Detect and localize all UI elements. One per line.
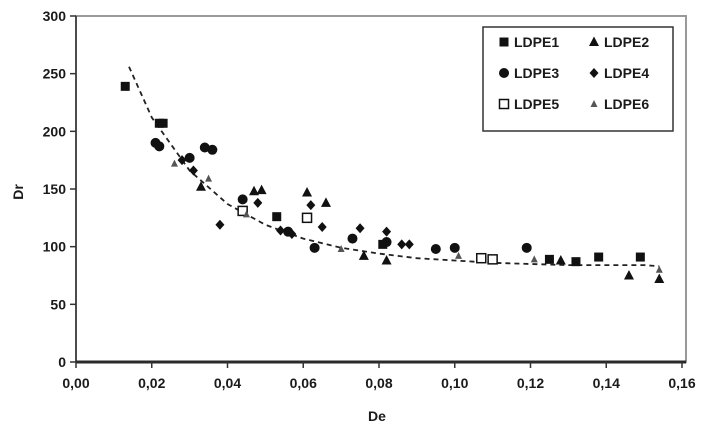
x-tick-label: 0,12 <box>517 375 544 391</box>
legend-label-ldpe6: LDPE6 <box>604 96 649 112</box>
x-axis-label: De <box>368 408 386 424</box>
data-point-ldpe5 <box>301 212 313 224</box>
data-point-ldpe3 <box>207 144 218 155</box>
legend-label-ldpe4: LDPE4 <box>604 65 649 81</box>
legend-marker-ldpe4 <box>589 68 599 78</box>
data-point-ldpe6 <box>455 251 463 259</box>
data-point-ldpe3 <box>237 194 248 205</box>
data-point-ldpe4 <box>355 223 365 234</box>
data-point-ldpe3 <box>521 242 532 253</box>
data-point-ldpe3 <box>309 242 320 253</box>
data-point-ldpe1 <box>571 257 581 267</box>
legend-marker-ldpe3 <box>499 68 509 78</box>
data-point-ldpe6 <box>242 210 250 218</box>
data-point-ldpe4 <box>253 197 263 208</box>
x-tick-label: 0,10 <box>441 375 468 391</box>
data-point-ldpe3 <box>430 243 441 254</box>
x-tick-label: 0,14 <box>593 375 620 391</box>
data-point-ldpe3 <box>449 242 460 253</box>
data-point-ldpe3 <box>347 233 358 244</box>
y-tick-label: 300 <box>43 8 67 24</box>
x-tick-label: 0,16 <box>668 375 695 391</box>
data-point-ldpe4 <box>397 239 407 250</box>
data-point-ldpe2 <box>358 250 369 260</box>
series-ldpe6 <box>170 159 663 273</box>
x-tick-label: 0,02 <box>138 375 165 391</box>
data-point-ldpe2 <box>623 270 634 280</box>
series-ldpe4 <box>177 155 414 250</box>
data-point-ldpe5 <box>237 205 248 217</box>
y-tick-label: 200 <box>43 123 67 139</box>
data-point-ldpe6 <box>205 174 213 182</box>
y-tick-label: 150 <box>43 181 67 197</box>
data-point-ldpe4 <box>215 219 225 230</box>
x-tick-label: 0,04 <box>214 375 241 391</box>
data-point-ldpe1 <box>272 212 282 222</box>
data-point-ldpe4 <box>177 155 187 166</box>
data-point-ldpe3 <box>154 141 165 152</box>
data-point-ldpe1 <box>594 252 604 262</box>
legend-label-ldpe3: LDPE3 <box>514 65 559 81</box>
data-point-ldpe2 <box>302 186 313 197</box>
data-point-ldpe3 <box>381 237 392 248</box>
data-point-ldpe2 <box>555 255 566 265</box>
data-points <box>120 81 665 283</box>
legend-label-ldpe2: LDPE2 <box>604 34 649 50</box>
series-ldpe2 <box>195 181 665 283</box>
data-point-ldpe1 <box>158 118 168 128</box>
data-point-ldpe4 <box>317 222 327 233</box>
data-point-ldpe4 <box>382 226 392 237</box>
legend-marker-ldpe1 <box>499 37 509 47</box>
x-tick-label: 0,08 <box>365 375 392 391</box>
legend-label-ldpe5: LDPE5 <box>514 96 559 112</box>
trendline <box>128 66 660 268</box>
data-point-ldpe4 <box>276 225 286 236</box>
data-point-ldpe6 <box>530 255 538 263</box>
data-point-ldpe2 <box>195 181 206 191</box>
trendline-group <box>128 66 660 268</box>
legend: LDPE1 LDPE2 LDPE3 LDPE4 LDPE5 LDPE6 <box>482 26 674 132</box>
data-point-ldpe4 <box>188 165 198 176</box>
data-point-ldpe4 <box>287 228 297 239</box>
data-point-ldpe2 <box>320 197 331 207</box>
legend-box <box>482 26 674 132</box>
axes: 0 50 100 150 200 250 300 0,00 0,02 0,04 0,06 0,08 0,… <box>43 8 696 391</box>
data-point-ldpe5 <box>476 252 487 264</box>
data-point-ldpe4 <box>306 200 316 211</box>
y-tick-label: 250 <box>43 66 67 82</box>
series-ldpe3 <box>150 137 532 254</box>
data-point-ldpe2 <box>256 184 267 195</box>
data-point-ldpe4 <box>404 239 414 250</box>
legend-marker-ldpe6 <box>590 100 598 107</box>
data-point-ldpe1 <box>544 254 554 264</box>
legend-label-ldpe1: LDPE1 <box>514 34 559 50</box>
data-point-ldpe3 <box>184 152 195 163</box>
data-point-ldpe6 <box>337 244 345 252</box>
data-point-ldpe2 <box>249 185 260 196</box>
data-point-ldpe3 <box>199 142 210 153</box>
data-point-ldpe1 <box>120 81 130 91</box>
y-tick-label: 100 <box>43 239 67 255</box>
series-ldpe5 <box>237 205 498 265</box>
data-point-ldpe1 <box>635 252 645 262</box>
x-tick-label: 0,00 <box>62 375 89 391</box>
y-axis-label: Dr <box>10 184 26 200</box>
y-tick-label: 0 <box>58 354 66 370</box>
data-point-ldpe2 <box>381 255 392 265</box>
legend-marker-ldpe2 <box>589 36 599 46</box>
data-point-ldpe6 <box>655 265 663 273</box>
data-point-ldpe2 <box>654 273 665 283</box>
data-point-ldpe5 <box>487 254 498 265</box>
x-tick-label: 0,06 <box>290 375 317 391</box>
legend-marker-ldpe5 <box>498 98 510 110</box>
data-point-ldpe6 <box>170 159 178 167</box>
y-tick-label: 50 <box>50 296 66 312</box>
